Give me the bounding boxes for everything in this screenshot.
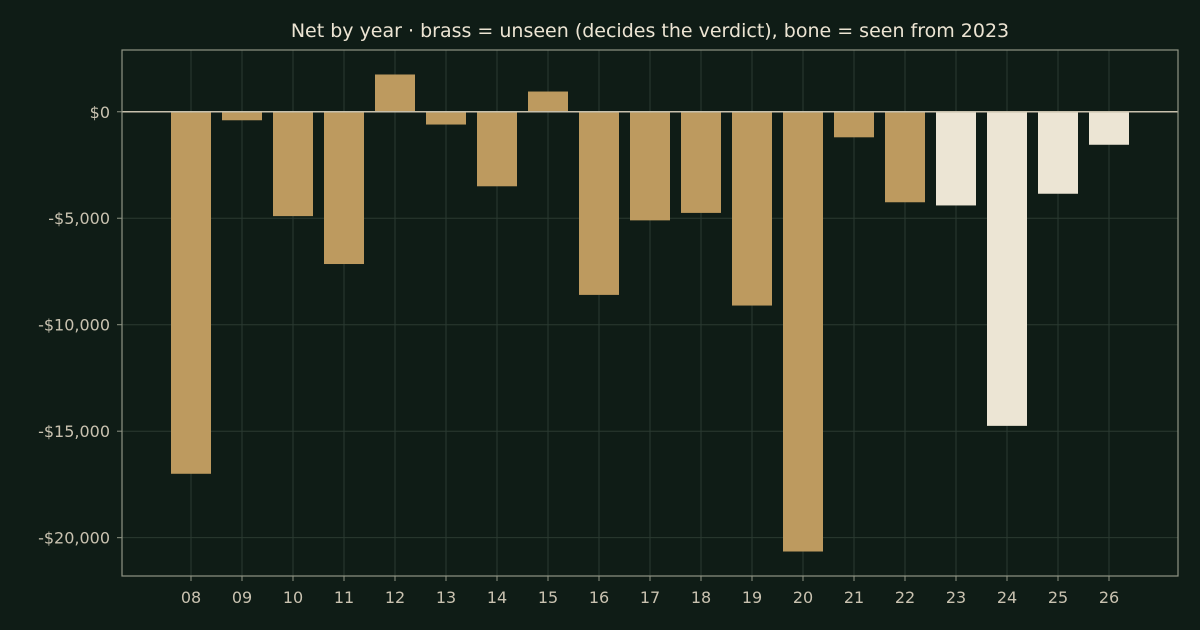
- y-tick-label: $0: [90, 103, 110, 122]
- x-tick-label: 20: [793, 588, 813, 607]
- x-tick-label: 17: [640, 588, 660, 607]
- bar-18: [681, 111, 721, 213]
- x-tick-label: 19: [742, 588, 762, 607]
- y-tick-label: -$10,000: [38, 316, 110, 335]
- bar-19: [732, 111, 772, 306]
- x-tick-label: 08: [181, 588, 201, 607]
- y-tick-label: -$5,000: [48, 209, 110, 228]
- x-tick-label: 23: [946, 588, 966, 607]
- x-tick-label: 25: [1048, 588, 1068, 607]
- bar-13: [426, 111, 466, 125]
- x-tick-label: 21: [844, 588, 864, 607]
- bar-10: [273, 111, 313, 217]
- bar-12: [375, 74, 415, 112]
- bar-layer: [171, 74, 1129, 552]
- y-tick-label: -$15,000: [38, 422, 110, 441]
- bar-14: [477, 111, 517, 187]
- bar-26: [1089, 111, 1129, 145]
- plot-frame: [121, 49, 1179, 577]
- x-tick-label: 16: [589, 588, 609, 607]
- x-tick-label: 22: [895, 588, 915, 607]
- x-tick-label: 24: [997, 588, 1017, 607]
- bar-11: [324, 111, 364, 265]
- bar-16: [579, 111, 619, 295]
- bar-23: [936, 111, 976, 206]
- bar-20: [783, 111, 823, 552]
- x-tick-label: 26: [1099, 588, 1119, 607]
- x-tick-label: 10: [283, 588, 303, 607]
- x-tick-label: 14: [487, 588, 507, 607]
- bar-25: [1038, 111, 1078, 194]
- bar-08: [171, 111, 211, 474]
- bar-21: [834, 111, 874, 138]
- x-tick-label: 11: [334, 588, 354, 607]
- x-tick-label: 12: [385, 588, 405, 607]
- bar-22: [885, 111, 925, 203]
- bar-09: [222, 111, 262, 121]
- x-tick-label: 18: [691, 588, 711, 607]
- bar-17: [630, 111, 670, 221]
- chart-title: Net by year · brass = unseen (decides th…: [291, 20, 1009, 42]
- x-tick-label: 09: [232, 588, 252, 607]
- x-tick-label: 15: [538, 588, 558, 607]
- x-tick-label: 13: [436, 588, 456, 607]
- bar-15: [528, 91, 568, 112]
- axis-layer: $0 -$5,000 -$10,000 -$15,000 -$20,000 08 09 10 1…: [38, 49, 1179, 607]
- y-tick-label: -$20,000: [38, 529, 110, 548]
- bar-24: [987, 111, 1027, 426]
